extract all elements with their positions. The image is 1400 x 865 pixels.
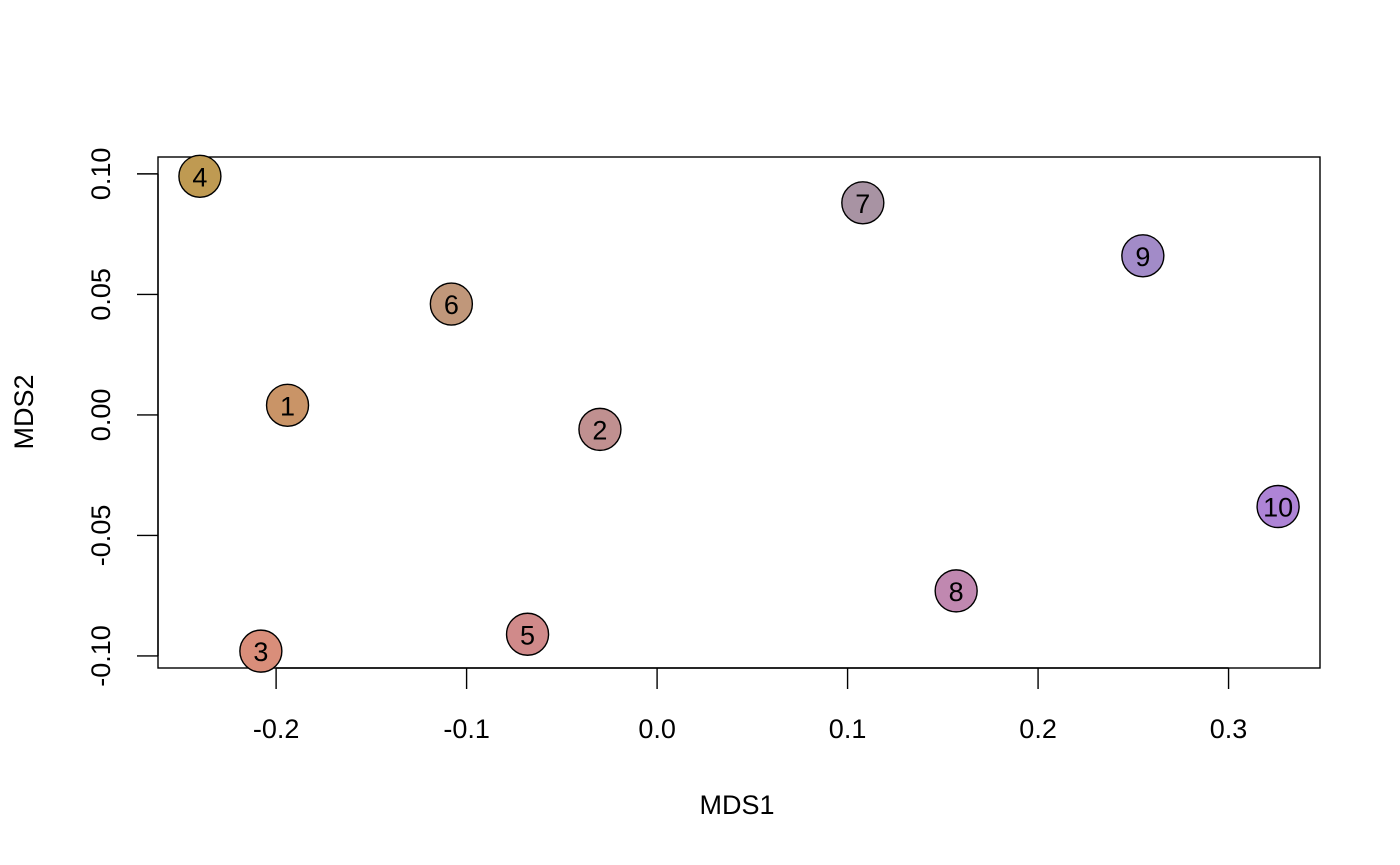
point-label: 6 xyxy=(444,290,459,320)
point-label: 9 xyxy=(1135,242,1150,272)
x-axis-title: MDS1 xyxy=(699,790,774,820)
data-point: 5 xyxy=(505,612,550,656)
point-marker xyxy=(178,154,222,198)
x-tick-label: 0.0 xyxy=(638,714,676,744)
data-point: 9 xyxy=(1121,234,1165,278)
point-label: 3 xyxy=(253,637,268,667)
y-tick-label: 0.10 xyxy=(86,148,116,201)
point-label: 1 xyxy=(280,391,295,421)
point-marker xyxy=(841,181,885,225)
x-tick-label: 0.1 xyxy=(829,714,867,744)
data-point: 8 xyxy=(934,569,978,613)
point-label: 8 xyxy=(949,577,964,607)
point-label: 5 xyxy=(520,620,535,650)
plot-frame xyxy=(157,156,1321,669)
x-axis: -0.2 -0.1 0.0 0.1 0.2 0.3 xyxy=(253,667,1248,744)
data-point: 3 xyxy=(239,629,283,673)
point-marker xyxy=(934,569,978,613)
x-tick-label: -0.1 xyxy=(443,714,490,744)
data-points: 1 2 3 4 5 6 7 8 9 10 xyxy=(178,154,1300,673)
point-marker xyxy=(1121,234,1165,278)
x-tick-label: 0.2 xyxy=(1019,714,1057,744)
x-tick-label: 0.3 xyxy=(1210,714,1248,744)
y-tick-label: -0.10 xyxy=(86,625,116,687)
y-tick-label: 0.00 xyxy=(86,389,116,442)
x-tick-label: -0.2 xyxy=(253,714,300,744)
data-point: 2 xyxy=(578,407,622,452)
point-label: 7 xyxy=(855,189,870,219)
point-marker xyxy=(505,612,550,656)
point-marker xyxy=(265,383,310,427)
point-label: 2 xyxy=(592,415,607,445)
y-axis: -0.10 -0.05 0.00 0.05 0.10 xyxy=(86,148,159,687)
data-point: 7 xyxy=(841,181,885,225)
point-marker xyxy=(578,407,622,452)
data-point: 1 xyxy=(265,383,310,427)
point-marker xyxy=(239,629,283,673)
data-point: 6 xyxy=(429,282,474,326)
point-marker xyxy=(1256,484,1300,529)
point-label: 10 xyxy=(1263,493,1293,523)
point-label: 4 xyxy=(192,162,207,192)
point-marker xyxy=(429,282,474,326)
data-point: 10 xyxy=(1256,484,1300,529)
y-axis-title: MDS2 xyxy=(9,374,39,449)
y-tick-label: -0.05 xyxy=(86,505,116,567)
data-point: 4 xyxy=(178,154,222,198)
y-tick-label: 0.05 xyxy=(86,268,116,321)
